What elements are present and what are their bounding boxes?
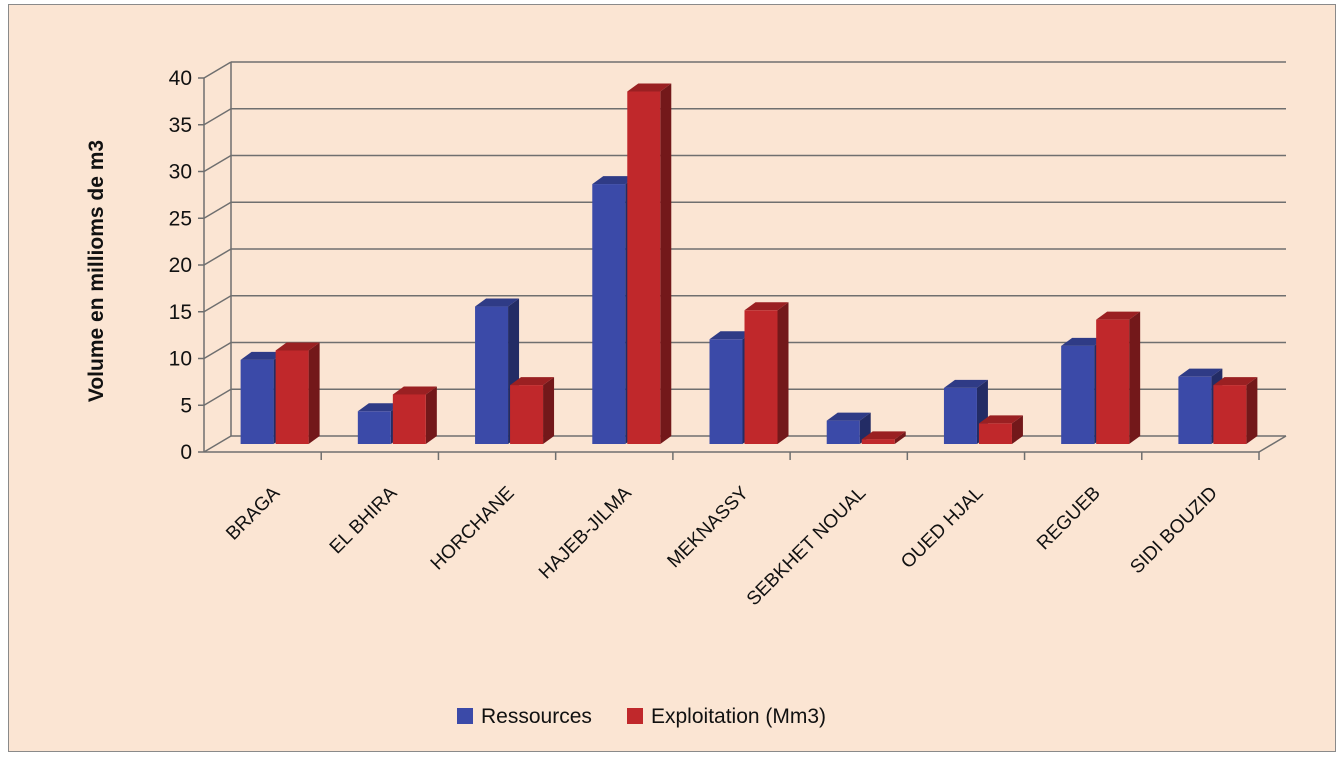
y-tick-label: 30 [169, 161, 192, 184]
x-category-label: MEKNASSY [664, 482, 754, 572]
bar-exploitation [510, 377, 555, 444]
legend-swatch [627, 708, 643, 724]
bar-exploitation [392, 386, 437, 444]
bar-front [475, 306, 509, 444]
x-axis-labels: BRAGA EL BHIRA HORCHANE HAJEB-JILMA MEKNASSY… [222, 452, 1260, 610]
bar-side [894, 431, 906, 444]
x-category-label: HAJEB-JILMA [535, 482, 636, 583]
gridline-diagonal [203, 388, 232, 406]
gridline-diagonal [203, 248, 232, 266]
bar-top [709, 331, 754, 340]
y-axis-title: Volume en millioms de m3 [85, 140, 108, 402]
bar-top [1178, 368, 1223, 377]
bar-front [627, 91, 661, 444]
y-tick-label: 40 [169, 67, 192, 90]
bar-top [592, 176, 637, 185]
bar-side [1011, 415, 1023, 444]
bar-side [543, 377, 555, 444]
x-category-label: SIDI BOUZID [1126, 483, 1221, 578]
legend: Ressources Exploitation (Mm3) [457, 705, 826, 728]
bar-top [943, 379, 988, 388]
bar-exploitation [1096, 311, 1141, 444]
bar-top [357, 403, 402, 412]
gridline-diagonal [203, 61, 232, 79]
bar-front [861, 439, 895, 444]
bar-front [943, 387, 977, 444]
bar-front [978, 423, 1012, 444]
x-category-label: EL BHIRA [326, 482, 402, 558]
gridline-diagonal [203, 295, 232, 313]
bar-front [1178, 376, 1212, 444]
bar-front [744, 310, 778, 444]
y-tick-label: 5 [180, 394, 192, 417]
bar-top [475, 298, 520, 307]
y-tick-label: 35 [169, 114, 192, 137]
gridline-diagonal [203, 154, 232, 173]
bar-top [1213, 377, 1258, 386]
bar-top [392, 386, 437, 395]
gridline-diagonal [203, 201, 232, 219]
bar-side [1129, 311, 1141, 444]
bar-front [1213, 385, 1247, 444]
x-category-label: SEBKHET NOUAL [743, 483, 870, 610]
gridline-diagonal [203, 435, 232, 453]
legend-label: Ressources [481, 705, 592, 728]
x-category-label: HORCHANE [427, 483, 519, 575]
bar-exploitation [744, 302, 789, 444]
bar-exploitation [978, 415, 1023, 444]
bar-front [1096, 319, 1130, 444]
bar-exploitation [627, 83, 672, 444]
bar-exploitation [1213, 377, 1258, 444]
bar-ressources [943, 379, 988, 444]
bar-front [709, 339, 743, 444]
y-tick-label: 25 [169, 207, 192, 230]
bar-side [425, 386, 437, 444]
bar-top [1061, 337, 1106, 346]
bar-top [826, 412, 871, 421]
bar-ressources [826, 412, 871, 444]
bar-front [510, 385, 544, 444]
gridline-diagonal [203, 341, 232, 360]
bar-front [1061, 345, 1095, 444]
bar-top [978, 415, 1023, 424]
x-category-label: OUED HJAL [897, 483, 987, 573]
bar-side [660, 83, 672, 444]
y-tick-label: 0 [180, 441, 192, 464]
bar-top [240, 351, 285, 360]
floor-edge [1258, 435, 1287, 453]
legend-label: Exploitation (Mm3) [651, 705, 826, 728]
bar-front [826, 420, 860, 444]
bar-top [275, 342, 320, 351]
legend-swatch [457, 708, 473, 724]
bar-top [627, 83, 672, 92]
bar-exploitation [861, 431, 906, 444]
y-tick-label: 10 [169, 348, 192, 371]
bar-front [392, 394, 426, 444]
bar-side [1246, 377, 1258, 444]
y-tick-label: 15 [169, 301, 192, 324]
x-category-label: BRAGA [222, 482, 284, 544]
bar-side [777, 302, 789, 444]
y-tick-label: 20 [169, 254, 192, 277]
bar-front [275, 350, 309, 444]
bar-top [861, 431, 906, 440]
gridline-diagonal [203, 108, 232, 126]
bar-chart: 0 5 10 15 20 25 30 35 40 BRAGA EL BHIRA HORCHANE HA… [85, 61, 1287, 728]
bar-front [592, 184, 626, 444]
bar-front [240, 359, 274, 444]
x-category-label: REGUEB [1033, 483, 1105, 555]
y-axis-ticks: 0 5 10 15 20 25 30 35 40 [169, 67, 204, 464]
bar-top [744, 302, 789, 311]
bar-side [308, 342, 320, 444]
bar-top [510, 377, 555, 386]
bars [240, 83, 1258, 444]
bar-exploitation [275, 342, 320, 444]
chart-frame: 0 5 10 15 20 25 30 35 40 BRAGA EL BHIRA HORCHANE HA… [8, 4, 1336, 752]
bar-top [1096, 311, 1141, 320]
bar-front [357, 411, 391, 444]
